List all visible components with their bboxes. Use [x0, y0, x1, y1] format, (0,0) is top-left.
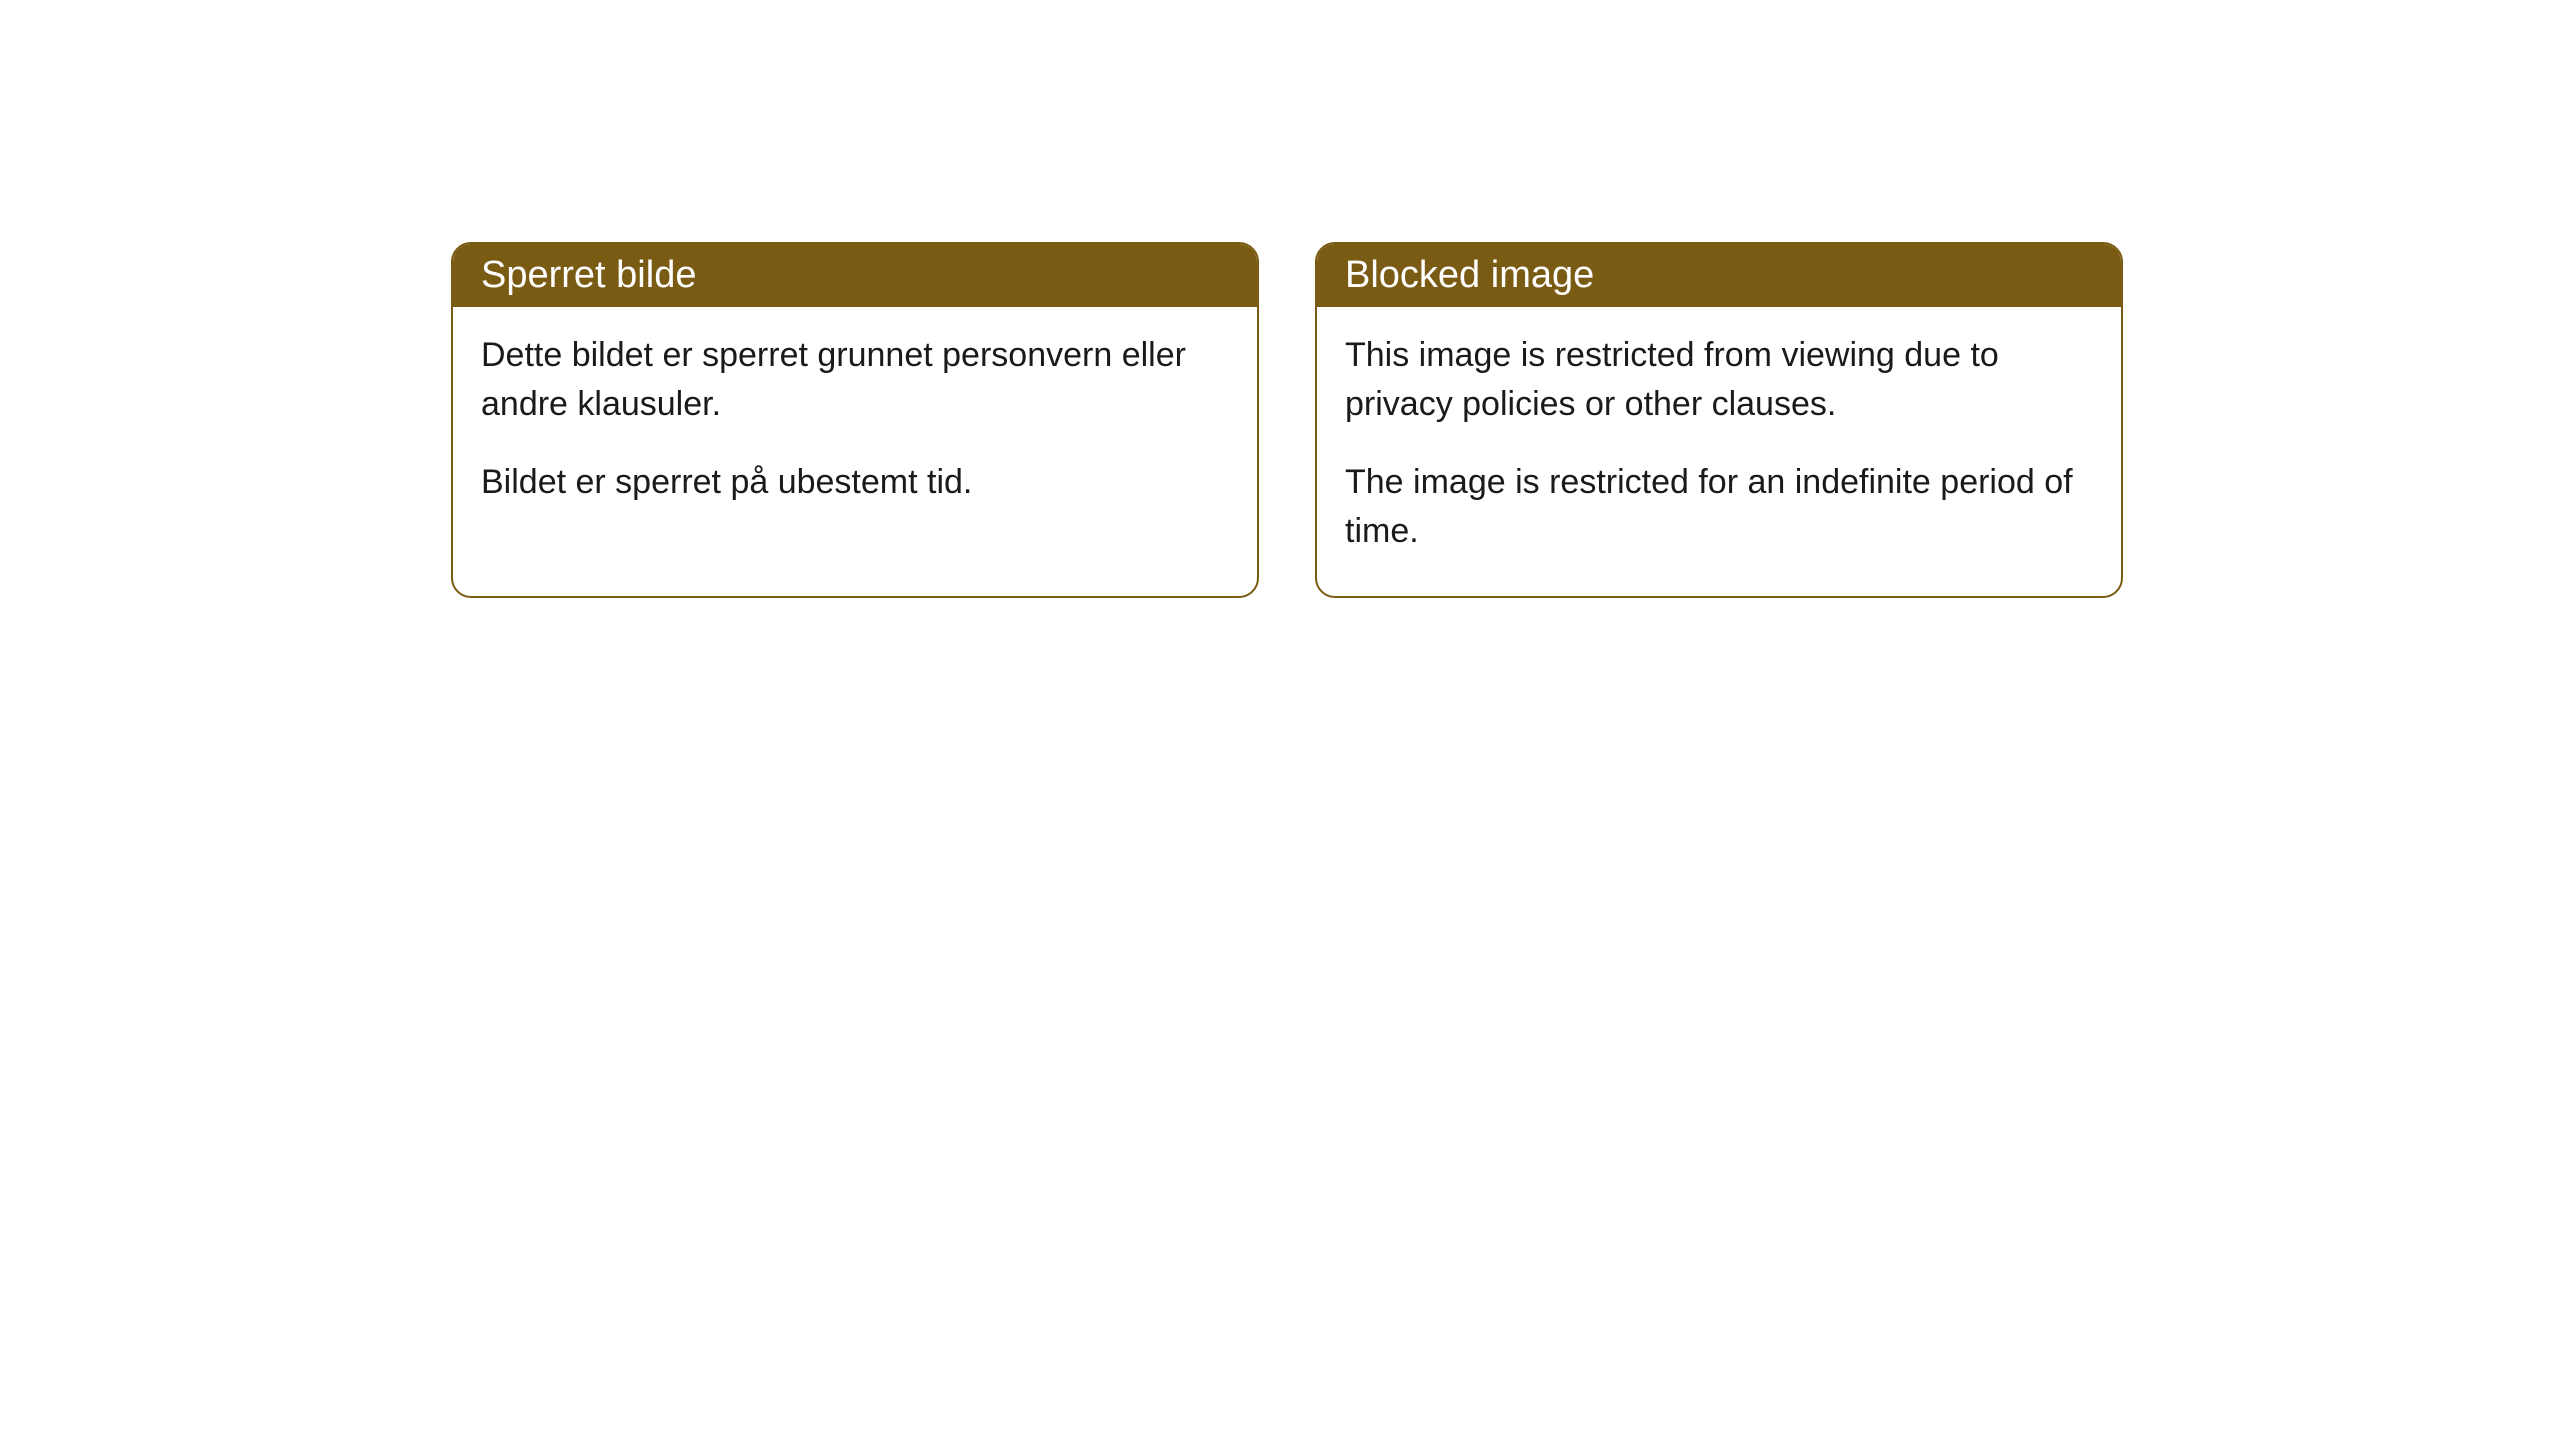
card-paragraph-1: Dette bildet er sperret grunnet personve… — [481, 331, 1229, 430]
blocked-image-card-no: Sperret bilde Dette bildet er sperret gr… — [451, 242, 1259, 598]
card-paragraph-2: The image is restricted for an indefinit… — [1345, 458, 2093, 557]
blocked-image-card-en: Blocked image This image is restricted f… — [1315, 242, 2123, 598]
card-header: Blocked image — [1317, 244, 2121, 307]
card-title: Sperret bilde — [481, 254, 696, 296]
card-body: This image is restricted from viewing du… — [1317, 307, 2121, 596]
card-header: Sperret bilde — [453, 244, 1257, 307]
card-paragraph-1: This image is restricted from viewing du… — [1345, 331, 2093, 430]
cards-container: Sperret bilde Dette bildet er sperret gr… — [451, 242, 2123, 598]
card-body: Dette bildet er sperret grunnet personve… — [453, 307, 1257, 547]
card-title: Blocked image — [1345, 254, 1594, 296]
card-paragraph-2: Bildet er sperret på ubestemt tid. — [481, 458, 1229, 507]
